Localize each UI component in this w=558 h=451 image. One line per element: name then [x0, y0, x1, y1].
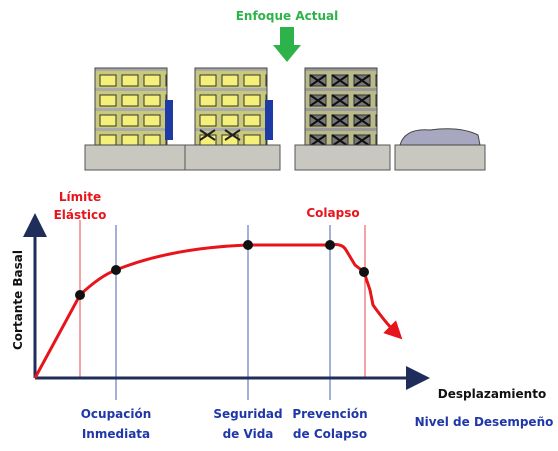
- level-label: Inmediata: [82, 427, 150, 441]
- title: Enfoque Actual: [236, 9, 339, 23]
- x-axis-label: Desplazamiento: [438, 387, 546, 401]
- green-arrow: [273, 27, 301, 62]
- level-label: Seguridad: [213, 407, 282, 421]
- level-label: de Colapso: [293, 427, 367, 441]
- levels-title: Nivel de Desempeño: [415, 415, 554, 429]
- collapse-label: Colapso: [306, 206, 359, 220]
- level-label: Prevención: [292, 407, 367, 421]
- level-label: Ocupación: [81, 407, 152, 421]
- capacity-curve: [33, 243, 403, 379]
- y-axis-label: Cortante Basal: [11, 250, 25, 350]
- points: [75, 240, 369, 300]
- limit-label: Límite: [59, 190, 101, 204]
- reference-lines: [79, 220, 366, 400]
- buildings: [84, 67, 486, 171]
- limit-label: Elástico: [54, 208, 107, 222]
- level-label: de Vida: [223, 427, 274, 441]
